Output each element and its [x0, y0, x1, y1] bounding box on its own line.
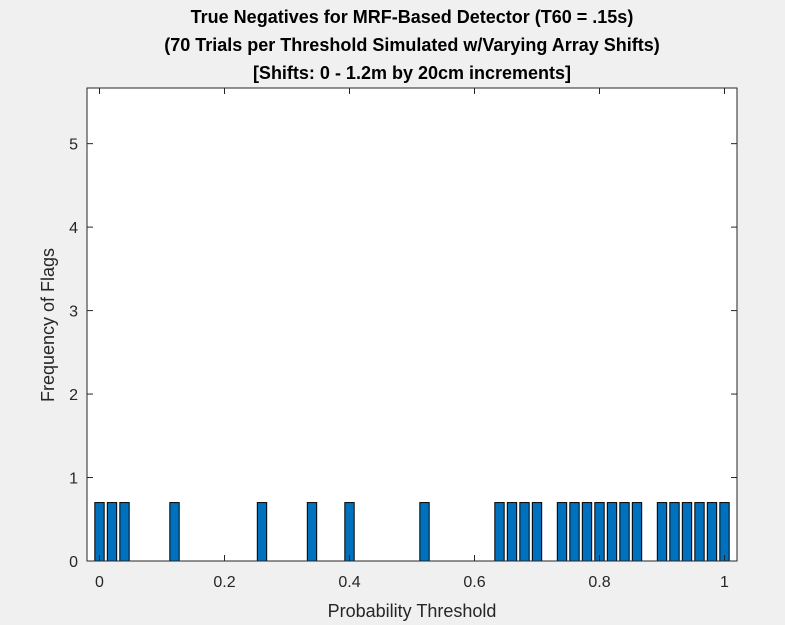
- plot-area: [87, 88, 737, 561]
- bar: [169, 502, 180, 562]
- x-tick-label: 0.2: [213, 574, 235, 591]
- bar: [119, 502, 130, 562]
- chart-title-line-1: True Negatives for MRF-Based Detector (T…: [191, 7, 634, 27]
- bar: [569, 502, 580, 562]
- y-tick-label: 3: [69, 304, 78, 321]
- y-axis-label: Frequency of Flags: [38, 248, 58, 402]
- chart-title-line-3: [Shifts: 0 - 1.2m by 20cm increments]: [253, 63, 571, 83]
- bar: [669, 502, 680, 562]
- bar: [694, 502, 705, 562]
- x-tick-label: 0.6: [463, 574, 485, 591]
- y-tick-label: 0: [69, 554, 78, 571]
- bar: [419, 502, 430, 562]
- bar: [344, 502, 355, 562]
- bar: [719, 502, 730, 562]
- chart-title-line-2: (70 Trials per Threshold Simulated w/Var…: [164, 35, 659, 55]
- x-tick-label: 0.8: [588, 574, 610, 591]
- bar: [681, 502, 693, 562]
- bar: [581, 502, 593, 562]
- y-tick-label: 2: [69, 387, 78, 404]
- bar: [306, 502, 318, 562]
- x-tick-label: 0.4: [338, 574, 360, 591]
- bar: [706, 502, 718, 562]
- bar: [106, 502, 118, 562]
- x-axis-label: Probability Threshold: [328, 601, 497, 621]
- bar: [519, 502, 530, 562]
- bar: [556, 502, 568, 562]
- bar: [631, 502, 643, 562]
- x-tick-label: 0: [95, 574, 104, 591]
- bar: [506, 502, 518, 562]
- y-tick-label: 4: [69, 220, 78, 237]
- x-tick-label: 1: [720, 574, 729, 591]
- y-tick-label: 1: [69, 471, 78, 488]
- bar: [531, 502, 543, 562]
- y-tick-label: 5: [69, 137, 78, 154]
- bar: [256, 502, 268, 562]
- bar: [594, 502, 605, 562]
- bar: [94, 502, 105, 562]
- ticks-group: 0 0.2 0.4 0.6 0.8 1 0 1 2 3 4 5: [69, 88, 737, 591]
- bar: [494, 502, 505, 562]
- bar: [606, 502, 618, 562]
- bar: [619, 502, 630, 562]
- plot-box: [86, 87, 738, 562]
- bar: [656, 502, 668, 562]
